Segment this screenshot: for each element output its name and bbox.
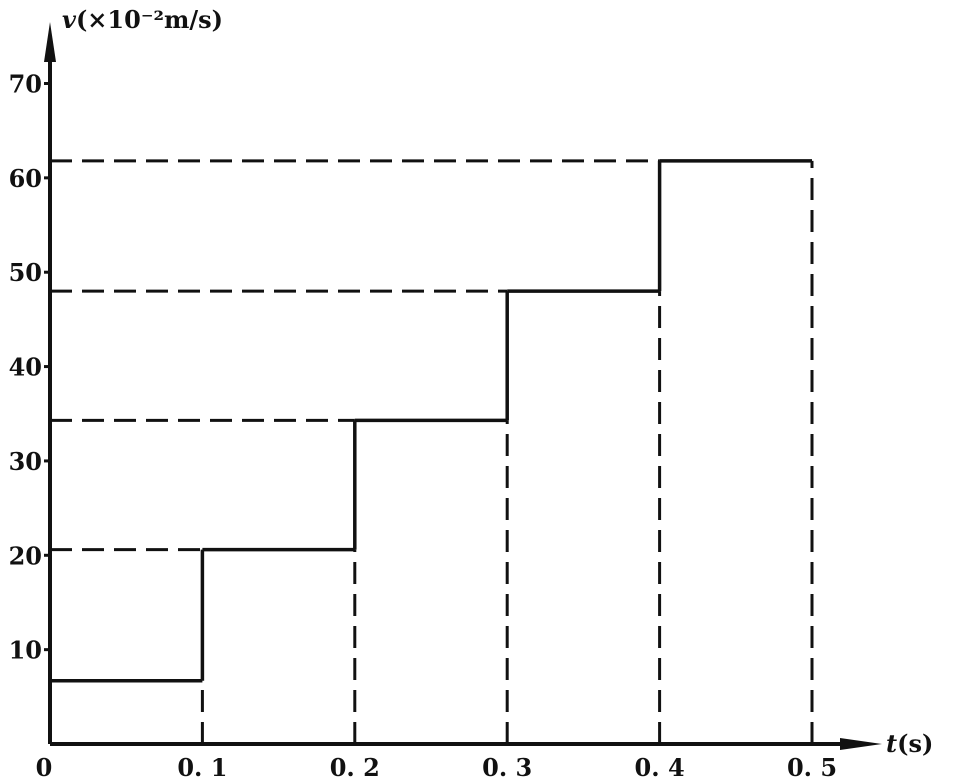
dashed-guides: [50, 159, 814, 744]
y-tick-label: 70: [9, 70, 42, 99]
x-tick-label: 0. 3: [482, 753, 532, 782]
x-tick-label: 0. 4: [635, 753, 685, 782]
y-tick-label: 40: [9, 353, 42, 382]
x-axis-variable: t: [886, 729, 897, 758]
y-tick-label: 50: [9, 258, 42, 287]
x-axis-arrow-icon: [840, 738, 882, 750]
x-tick-label: 0: [36, 753, 53, 782]
y-axis-variable: v: [62, 5, 77, 34]
x-tick-label: 0. 2: [330, 753, 380, 782]
axes: v(×10⁻²m/s) t(s): [44, 5, 933, 758]
y-axis-label: v(×10⁻²m/s): [62, 5, 223, 34]
step-series: [50, 159, 812, 683]
y-tick-label: 20: [9, 541, 42, 570]
x-axis-label: t(s): [886, 729, 933, 758]
y-tick-label: 30: [9, 447, 42, 476]
y-axis-arrow-icon: [44, 22, 56, 62]
y-axis-unit: (×10⁻²m/s): [76, 5, 223, 34]
y-tick-label: 10: [9, 636, 42, 665]
y-tick-label: 60: [9, 164, 42, 193]
x-tick-label: 0. 1: [177, 753, 227, 782]
x-tick-label: 0. 5: [787, 753, 837, 782]
x-axis-unit: (s): [897, 729, 933, 758]
ticks: 10 20 30 40 50 60 70 0 0. 1 0. 2 0. 3 0. 4 0. 5: [9, 70, 837, 783]
